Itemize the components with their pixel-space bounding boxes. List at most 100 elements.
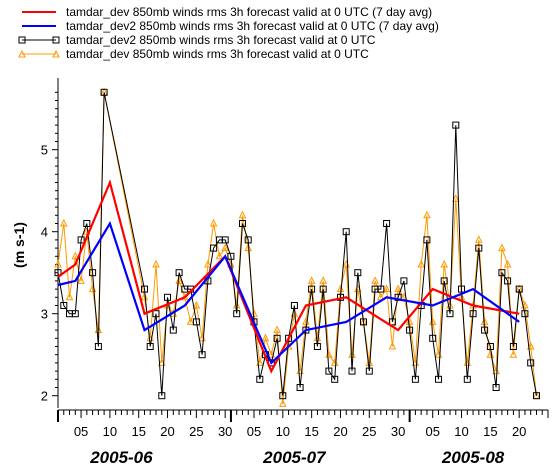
data-point [65,292,74,301]
data-point [227,252,235,260]
data-point [435,375,442,383]
data-point [60,302,68,309]
series-line-2 [57,92,537,396]
y-axis-label: (m s-1) [11,222,27,268]
data-point [152,259,160,268]
x-tick-label: 05 [74,424,88,439]
data-point [458,285,465,293]
data-point [71,310,79,318]
series-1 [57,220,520,365]
data-point [146,343,154,350]
y-tick-label: 4 [41,225,48,240]
x-tick-label: 20 [512,424,526,439]
y-axis: 2 3 4 5 [41,78,59,408]
x-tick-label: 20 [333,424,347,439]
data-point [492,384,500,391]
data-point [59,218,68,227]
data-point [278,399,287,407]
data-point [152,310,160,318]
data-point [509,343,517,350]
data-point [383,220,391,227]
data-point [521,310,529,318]
data-point [394,284,402,293]
data-point [360,318,367,326]
legend-label-2: tamdar_dev2 850mb winds rms 3h forecast … [66,33,376,47]
data-point [273,334,281,342]
x-tick-label: 30 [391,424,405,439]
data-point [83,220,91,227]
data-point [238,210,247,219]
data-point [204,259,212,268]
data-point [406,326,414,334]
data-point [175,276,183,284]
data-point [239,220,246,227]
x-tick-label: 25 [189,424,203,439]
data-point [475,244,483,252]
x-tick-label: 10 [454,424,468,439]
data-point [492,366,500,375]
legend-marker-2b [52,36,60,44]
data-point [285,334,293,342]
data-point [267,350,276,358]
data-point [388,341,397,350]
data-point [158,392,166,400]
data-point [244,236,252,244]
x-tick-label: 15 [483,424,497,439]
data-point [440,259,449,268]
series-line-3 [57,92,537,404]
legend-label-3: tamdar_dev 850mb winds rms 3h forecast v… [66,47,369,61]
data-point [527,359,535,367]
data-point [382,284,391,293]
data-point [503,259,512,268]
data-point [342,228,350,236]
x-tick-label: 15 [131,424,145,439]
legend-marker-3b [52,49,60,58]
y-tick-label: 5 [41,143,48,158]
x-month-label: 2005-06 [89,448,153,467]
legend-marker-3 [18,49,26,58]
data-point [481,326,489,334]
data-point [331,375,339,383]
data-point [313,343,321,350]
data-point [77,236,85,244]
data-point [504,277,512,285]
data-point [515,285,523,293]
data-point [428,317,437,325]
legend-label-1: tamdar_dev2 850mb winds rms 3h forecast … [66,19,439,33]
legend: tamdar_dev 850mb winds rms 3h forecast v… [18,5,439,61]
y-tick-label: 2 [41,389,48,404]
data-point [446,310,454,318]
data-point [348,367,356,375]
data-point [429,334,437,342]
data-point [164,293,171,301]
data-point [290,302,298,309]
x-tick-label: 10 [276,424,290,439]
data-point [71,251,80,260]
legend-label-0: tamdar_dev 850mb winds rms 3h forecast v… [66,5,432,19]
data-point [54,259,62,268]
data-point [509,350,518,358]
data-point [411,375,419,383]
data-point [296,384,304,391]
legend-marker-2 [18,36,26,44]
data-point [141,285,148,293]
series-line-1 [57,220,520,365]
data-point [256,375,264,383]
x-tick-label: 05 [425,424,439,439]
data-point [210,244,218,252]
data-point [348,350,356,358]
data-point [388,318,396,326]
data-point [313,333,322,342]
data-point [209,218,218,227]
data-point [319,285,327,293]
x-tick-label: 20 [160,424,174,439]
data-point [186,317,195,325]
data-point [221,243,230,252]
data-point [307,276,316,284]
data-point [94,343,102,350]
data-point [308,285,316,293]
data-point [474,235,483,243]
x-tick-label: 15 [304,424,318,439]
data-point [498,269,506,277]
